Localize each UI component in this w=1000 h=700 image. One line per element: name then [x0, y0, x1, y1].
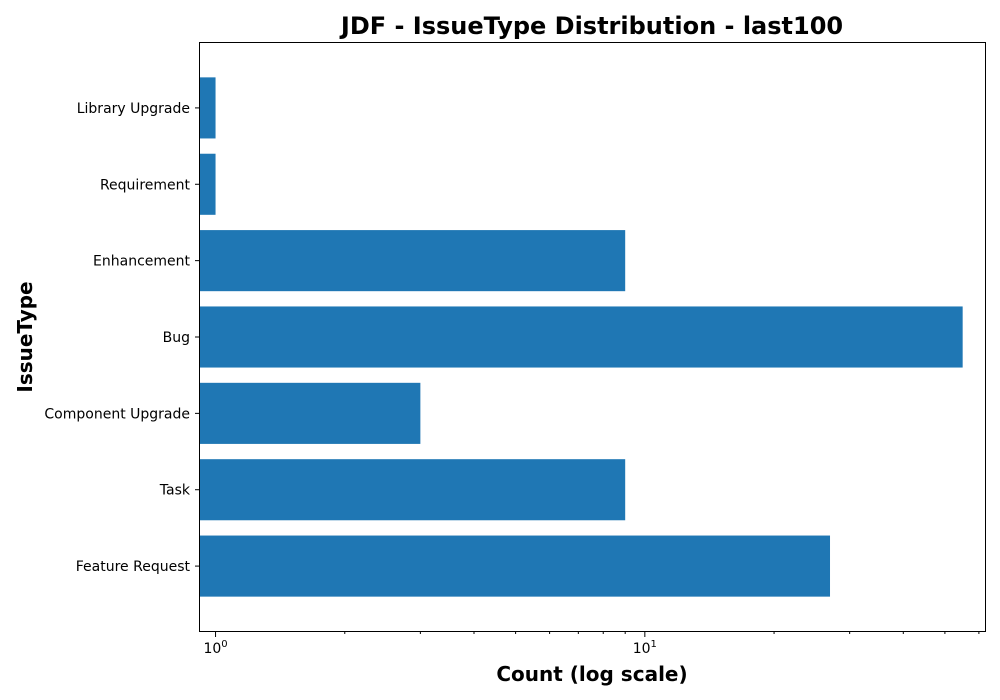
x-tick-label: 101 [633, 639, 657, 657]
x-tick-label: 100 [203, 639, 227, 657]
bars-group [200, 77, 963, 597]
y-axis-ticks: Feature Request Task Component Upgrade Bug E… [44, 101, 200, 575]
y-tick-label: Requirement [100, 177, 191, 193]
y-tick-label: Bug [163, 330, 190, 346]
bar [200, 535, 831, 597]
bar [200, 230, 626, 292]
y-tick-label: Feature Request [76, 559, 191, 575]
chart-title: JDF - IssueType Distribution - last100 [339, 12, 843, 40]
y-tick-label: Task [159, 483, 191, 499]
bar [200, 306, 963, 368]
x-axis-ticks: 100 101 [203, 631, 980, 657]
y-tick-label: Component Upgrade [44, 406, 190, 422]
bar [200, 77, 216, 139]
y-tick-label: Enhancement [93, 254, 190, 270]
x-axis-label: Count (log scale) [496, 662, 687, 686]
y-tick-label: Library Upgrade [77, 101, 190, 117]
bar [200, 153, 216, 215]
plot-frame [199, 42, 986, 632]
bar [200, 382, 421, 444]
y-axis-label: IssueType [13, 281, 37, 392]
bar [200, 459, 626, 521]
